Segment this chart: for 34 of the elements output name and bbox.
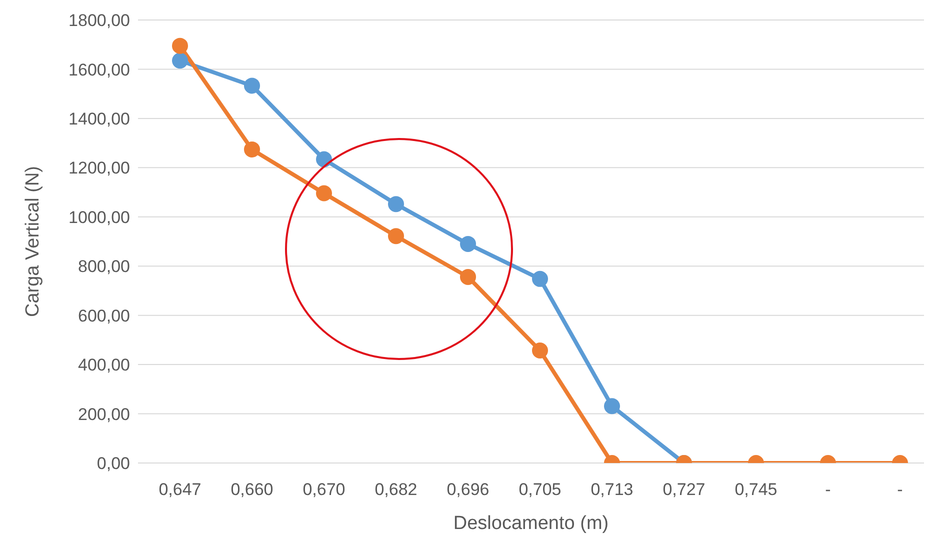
y-tick-label: 0,00	[96, 454, 130, 474]
y-tick-label: 1600,00	[68, 60, 130, 80]
x-tick-label: 0,713	[590, 480, 634, 500]
x-tick-label: 0,660	[230, 480, 274, 500]
y-tick-label: 1000,00	[68, 208, 130, 227]
y-tick-label: 1200,00	[68, 158, 130, 178]
y-tick-label: 1400,00	[68, 109, 130, 128]
point	[244, 141, 260, 158]
point	[460, 236, 476, 252]
x-tick-label: -	[825, 480, 831, 500]
y-tick-label: 400,00	[78, 356, 130, 375]
x-axis-title: Deslocamento (m)	[453, 513, 609, 534]
x-tick-label: 0,727	[662, 480, 706, 500]
point	[532, 270, 548, 287]
x-tick-label: 0,745	[734, 480, 778, 500]
x-tick-label: 0,705	[518, 480, 562, 500]
x-tick-label: 0,647	[158, 480, 202, 500]
x-tick-label: 0,670	[302, 480, 346, 500]
point	[172, 38, 188, 54]
x-tick-label: -	[897, 480, 903, 500]
y-tick-label: 800,00	[78, 257, 130, 276]
point	[244, 78, 260, 94]
y-axis-title: Carga Vertical (N)	[22, 166, 44, 317]
point	[388, 196, 404, 212]
y-tick-label: 200,00	[78, 404, 130, 424]
x-tick-label: 0,696	[446, 480, 490, 500]
point	[316, 185, 332, 202]
y-tick-label: 600,00	[78, 306, 130, 326]
point	[388, 228, 404, 244]
point	[316, 151, 332, 168]
point	[460, 268, 476, 285]
y-tick-label: 1800,00	[68, 11, 130, 30]
point	[172, 52, 188, 69]
x-tick-label: 0,682	[374, 480, 418, 500]
